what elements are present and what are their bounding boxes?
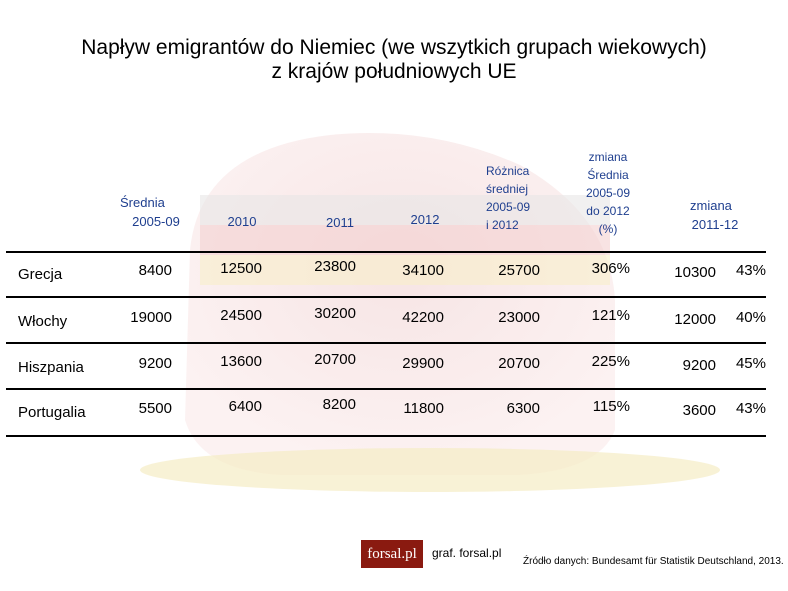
table-cell: 42200 xyxy=(402,309,444,326)
header-line: średniej xyxy=(486,182,529,196)
table-cell: 23000 xyxy=(498,309,540,326)
table-cell: 12000 xyxy=(674,311,716,328)
table-cell: 19000 xyxy=(130,309,172,326)
header-avg-2005-09: Średnia 2005-09 xyxy=(120,193,192,231)
header-rule xyxy=(6,251,766,253)
table-bottom-rule xyxy=(6,435,766,437)
table-cell: 25700 xyxy=(498,262,540,279)
table-cell: 45% xyxy=(735,355,766,372)
table-cell: 43% xyxy=(735,400,766,417)
row-divider xyxy=(6,296,766,298)
table-cell: 6300 xyxy=(506,400,540,417)
header-line: do 2012 xyxy=(586,204,630,218)
table-cell: 23800 xyxy=(314,258,356,275)
title-line-2: z krajów południowych UE xyxy=(271,60,517,83)
table-cell: 11800 xyxy=(403,400,444,417)
header-change-2011-12: zmiana 2011-12 xyxy=(680,196,750,234)
table-cell: 43% xyxy=(735,262,766,279)
header-change-pct: zmiana Średnia 2005-09 do 2012 (%) xyxy=(576,148,640,238)
table-cell: 6400 xyxy=(228,398,262,415)
table-cell: 20700 xyxy=(498,355,540,372)
table-cell: 306% xyxy=(591,260,630,277)
table-cell: 10300 xyxy=(674,264,716,281)
chart-title: Napływ emigrantów do Niemiec (we wszytki… xyxy=(0,36,788,84)
table-cell: 8400 xyxy=(138,262,172,279)
table-cell: 3600 xyxy=(682,402,716,419)
header-line: 2005-09 xyxy=(132,214,180,229)
row-divider xyxy=(6,388,766,390)
table-cell: 5500 xyxy=(138,400,172,417)
header-line: 2005-09 xyxy=(585,186,631,200)
row-label: Portugalia xyxy=(18,404,86,421)
header-line: zmiana xyxy=(588,150,628,164)
header-line: Różnica xyxy=(486,164,530,178)
table-cell: 9200 xyxy=(138,355,172,372)
data-source: Źródło danych: Bundesamt für Statistik D… xyxy=(523,556,784,567)
header-line: zmiana xyxy=(690,198,732,213)
table-cell: 121% xyxy=(591,307,630,324)
graphic-credit: graf. forsal.pl xyxy=(432,546,502,560)
header-difference: Różnica średniej 2005-09 i 2012 xyxy=(486,162,546,234)
table-cell: 115% xyxy=(592,398,630,415)
header-2012: 2012 xyxy=(410,212,440,227)
forsal-logo: forsal.pl xyxy=(361,540,423,568)
table-cell: 8200 xyxy=(322,396,356,413)
header-line: Średnia xyxy=(120,195,165,210)
header-2010: 2010 xyxy=(227,214,257,229)
header-2011: 2011 xyxy=(326,215,354,230)
header-line: 2011-12 xyxy=(691,217,739,232)
row-label: Włochy xyxy=(18,313,68,330)
header-line: 2005-09 xyxy=(486,200,531,214)
title-line-1: Napływ emigrantów do Niemiec (we wszytki… xyxy=(81,36,707,59)
row-label: Hiszpania xyxy=(18,359,84,376)
header-line: i 2012 xyxy=(486,218,519,232)
table-cell: 12500 xyxy=(220,260,262,277)
table-cell: 29900 xyxy=(402,355,444,372)
table-cell: 30200 xyxy=(314,305,356,322)
row-label: Grecja xyxy=(18,266,63,283)
table-cell: 40% xyxy=(735,309,766,326)
table-cell: 24500 xyxy=(220,307,262,324)
table-cell: 225% xyxy=(591,353,630,370)
header-line: (%) xyxy=(598,222,618,236)
header-line: Średnia xyxy=(587,168,629,182)
row-divider xyxy=(6,342,766,344)
table-cell: 20700 xyxy=(314,351,356,368)
table-cell: 13600 xyxy=(220,353,262,370)
table-cell: 34100 xyxy=(402,262,444,279)
table-cell: 9200 xyxy=(682,357,716,374)
